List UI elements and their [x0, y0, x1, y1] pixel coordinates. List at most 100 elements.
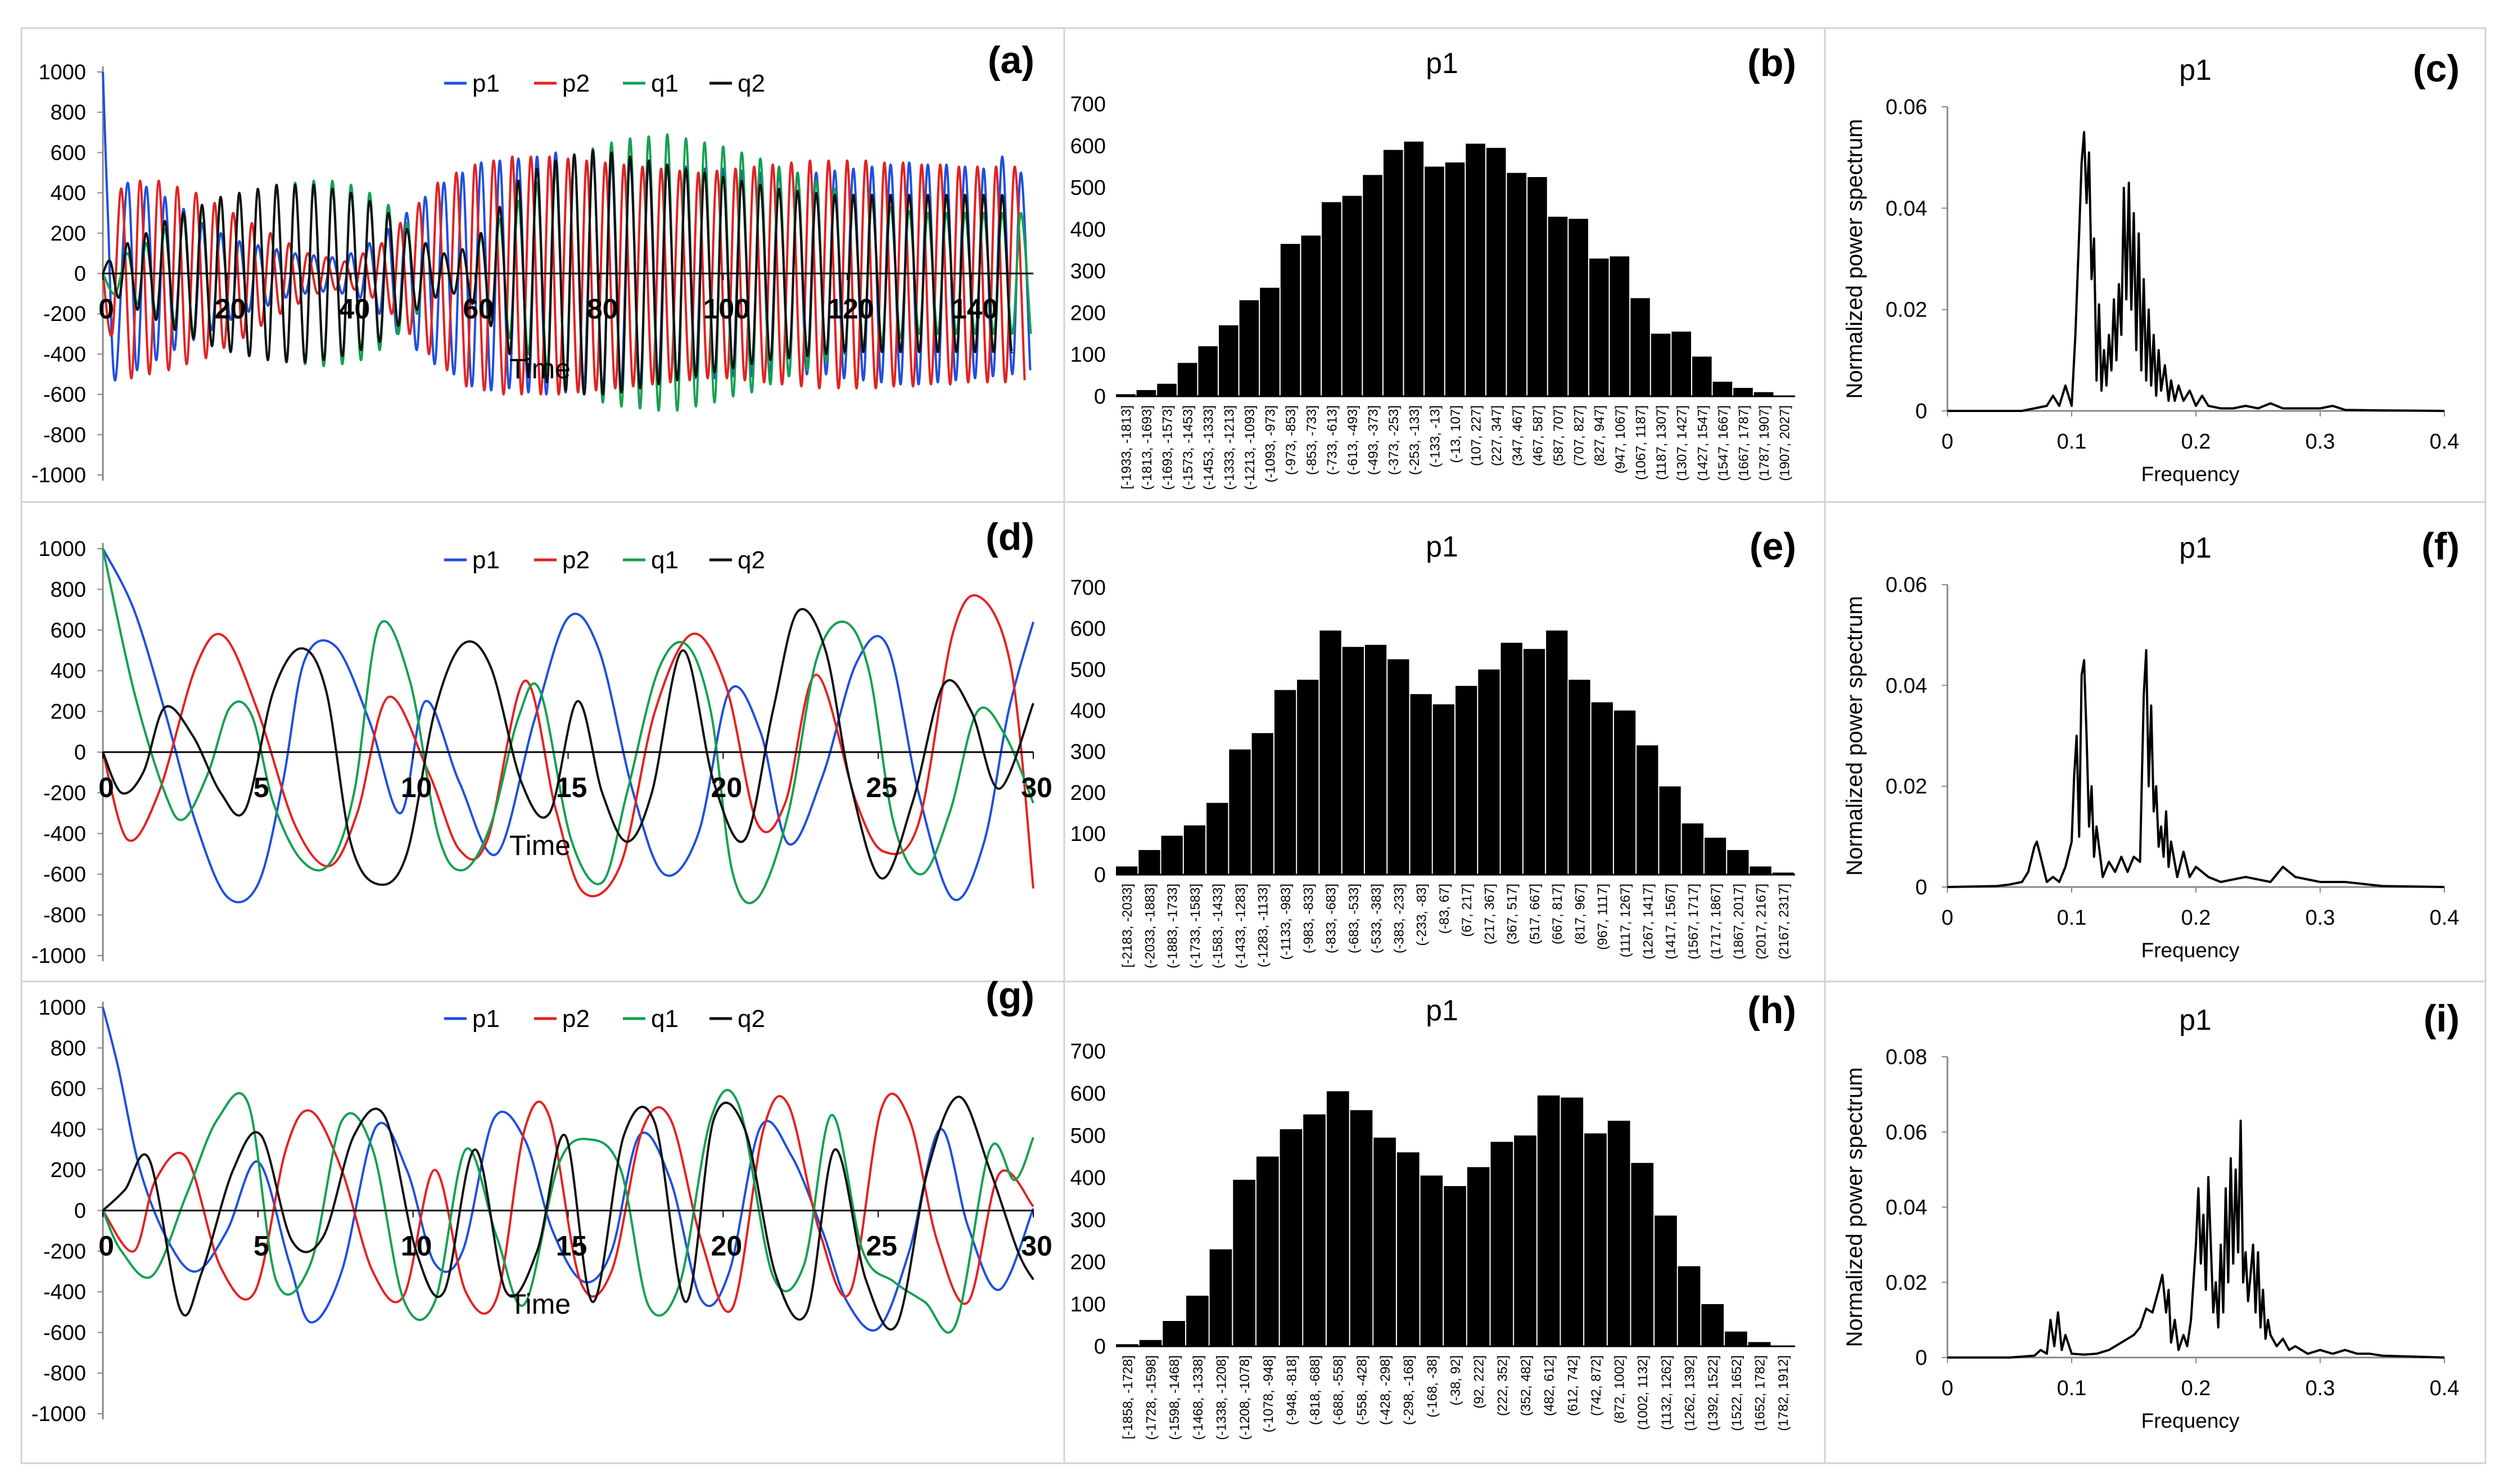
y-tick-label: 0.04 — [1886, 1196, 1927, 1220]
bin-label: (482, 612] — [1542, 1355, 1557, 1416]
bin-label: (947, 1067] — [1613, 405, 1628, 473]
bin-label: (-1693, -1573] — [1160, 405, 1176, 490]
histogram-bar — [1630, 298, 1650, 396]
x-tick-label: 0 — [1941, 430, 1953, 454]
bin-label: [-1933, -1813] — [1119, 405, 1134, 489]
figure-frame — [20, 27, 2487, 1464]
y-tick-label: 200 — [1070, 781, 1106, 805]
x-tick-label: 0.4 — [2430, 906, 2460, 930]
y-tick-label: 0 — [1094, 1335, 1106, 1359]
histogram-bar — [1342, 196, 1362, 396]
series-line-q1 — [102, 1089, 1034, 1334]
bin-label: (92, 222] — [1472, 1355, 1487, 1409]
bin-label: (1782, 1912] — [1776, 1355, 1791, 1431]
spectrum-chart-(i): 0 0.02 0.04 0.06 0.08 0 0.1 0.2 0.3 0.4 p1 Frequenc… — [1842, 1004, 2459, 1432]
x-tick-label: 0.1 — [2057, 1377, 2087, 1400]
x-tick-label: 0 — [1941, 1377, 1953, 1400]
histogram-bar — [1163, 1321, 1185, 1346]
histogram-bar — [1725, 1331, 1747, 1347]
bin-label: (1427, 1547] — [1695, 405, 1710, 481]
x-tick-label: 0.2 — [2181, 1377, 2211, 1400]
bin-label: (827, 947] — [1592, 405, 1607, 466]
y-tick-label: 500 — [1070, 658, 1106, 682]
y-tick-label: 200 — [51, 222, 86, 246]
histogram-bar — [1704, 838, 1726, 875]
x-axis-label: Time — [509, 830, 571, 861]
bin-label: (2167, 2317] — [1777, 884, 1792, 960]
chart-title: p1 — [2179, 54, 2212, 87]
legend-label-p1: p1 — [472, 546, 500, 574]
histogram-bar — [1514, 1135, 1536, 1346]
bin-label: (-1208, -1078] — [1237, 1355, 1253, 1440]
y-tick-label: 400 — [1070, 699, 1106, 723]
y-tick-label: 600 — [1070, 617, 1106, 641]
histogram-bar — [1198, 346, 1218, 396]
histogram-bar — [1748, 1342, 1771, 1346]
histogram-bar — [1613, 711, 1636, 875]
x-tick-label: 20 — [711, 772, 743, 803]
histogram-chart-(e): 0 100 200 300 400 500 600 700 [-2183, -2033] (-20… — [1070, 531, 1795, 969]
histogram-bar — [1219, 325, 1239, 396]
bin-label: (-688, -558] — [1331, 1355, 1346, 1425]
histogram-bar — [1671, 331, 1691, 396]
bin-label: (-1583, -1433] — [1210, 884, 1226, 969]
histogram-bar — [1527, 177, 1547, 396]
histogram-bar — [1383, 150, 1403, 396]
x-tick-label: 0.3 — [2306, 1377, 2335, 1400]
bin-label: (-533, -383] — [1369, 884, 1384, 953]
y-tick-label: 400 — [51, 1118, 86, 1142]
histogram-bar — [1233, 1179, 1255, 1347]
histogram-bar — [1500, 643, 1522, 875]
panel-label: (g) — [986, 974, 1034, 1017]
histogram-bar — [1637, 745, 1658, 875]
bin-label: (-683, -533] — [1346, 884, 1362, 953]
histogram-bar — [1432, 704, 1454, 875]
histogram-bar — [1425, 166, 1444, 396]
histogram-bar — [1772, 872, 1794, 875]
y-tick-label: 100 — [1070, 1293, 1106, 1316]
histogram-bar — [1209, 1249, 1232, 1346]
bin-label: (-833, -683] — [1324, 884, 1339, 953]
y-tick-label: 600 — [51, 141, 86, 165]
y-tick-label: 1000 — [38, 61, 86, 84]
histogram-bar — [1183, 825, 1206, 875]
histogram-bar — [1655, 1215, 1677, 1346]
bin-label: (-853, -733] — [1304, 405, 1319, 475]
histogram-bar — [1546, 630, 1568, 875]
x-tick-label: 140 — [951, 293, 998, 325]
y-tick-label: -200 — [43, 1240, 86, 1264]
bin-label: (817, 967] — [1573, 884, 1588, 944]
bin-label: (1262, 1392] — [1683, 1355, 1698, 1431]
bin-label: (-1813, -1693] — [1140, 405, 1155, 490]
y-tick-label: 0 — [74, 1200, 86, 1223]
y-tick-label: 200 — [51, 1159, 86, 1182]
y-tick-label: 800 — [51, 578, 86, 601]
y-tick-label: 600 — [1070, 1082, 1106, 1106]
y-tick-label: 500 — [1070, 1124, 1106, 1148]
histogram-bar — [1319, 630, 1341, 875]
series-line-p1 — [102, 548, 1034, 903]
bin-label: (-2033, -1883] — [1142, 884, 1158, 969]
bin-label: (-733, -613] — [1325, 405, 1340, 475]
series-line-q2 — [102, 608, 1034, 886]
y-axis-label: Normalized power spectrum — [1842, 596, 1867, 876]
time-series-chart-(g): 1000 800 600 400 200 0 -200 -400 -600 -800 -1000 0 5… — [31, 996, 1052, 1426]
x-tick-label: 15 — [556, 1230, 587, 1262]
x-tick-label: 0.4 — [2430, 1377, 2460, 1400]
histogram-chart-(h): 0 100 200 300 400 500 600 700 [-1858, -1728] (-17… — [1070, 994, 1795, 1440]
y-tick-label: 0 — [1094, 385, 1106, 409]
y-tick-label: 0 — [74, 741, 86, 764]
bin-label: (-1573, -1453] — [1181, 405, 1196, 490]
y-tick-label: 0 — [1094, 863, 1106, 887]
histogram-bar — [1387, 659, 1409, 875]
series-line-q1 — [102, 548, 1034, 904]
histogram-bar — [1139, 1340, 1162, 1347]
chart-title: p1 — [2179, 1004, 2212, 1037]
y-tick-label: 0 — [1915, 1346, 1927, 1370]
histogram-bar — [1607, 1120, 1630, 1347]
x-tick-label: 0 — [98, 772, 114, 803]
time-series-chart-(d): 1000 800 600 400 200 0 -200 -400 -600 -800 -1000 0 5… — [31, 537, 1052, 968]
panel-label: (i) — [2424, 997, 2460, 1040]
bin-label: (1392, 1522] — [1706, 1355, 1721, 1431]
bin-label: (1267, 1417] — [1640, 884, 1656, 960]
